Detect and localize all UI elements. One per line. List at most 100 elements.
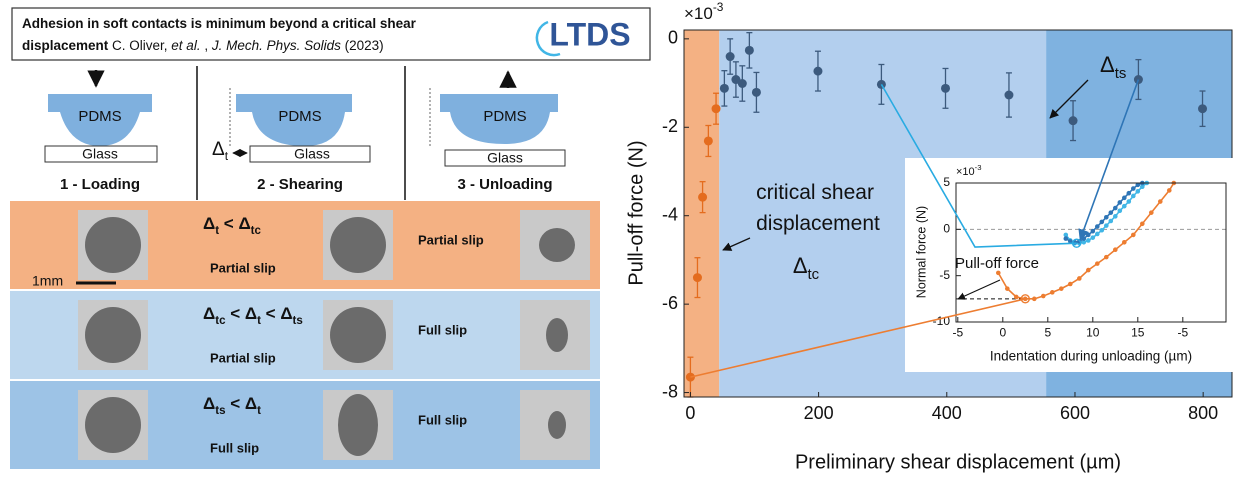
curve-point <box>1122 203 1127 209</box>
curve-point <box>1090 228 1096 234</box>
header-line-part: , <box>201 38 212 53</box>
inset-box <box>905 158 1233 372</box>
header-line-part: et al. <box>171 38 200 53</box>
column-label: 2 - Shearing <box>257 176 343 193</box>
y-tick-label: 0 <box>668 28 678 48</box>
annotation-sub: tc <box>808 266 820 283</box>
contact-area <box>330 307 386 363</box>
curve-point <box>1032 296 1037 302</box>
pdms-label: PDMS <box>78 108 121 125</box>
curve-point <box>1086 267 1091 273</box>
y-tick-label: 0 <box>943 222 950 236</box>
curve-point <box>1059 286 1064 291</box>
curve-point <box>1081 240 1087 245</box>
contact-area <box>546 318 568 352</box>
slip-label: Full slip <box>210 440 259 455</box>
x-tick-label: 600 <box>1060 403 1090 423</box>
link-line <box>690 298 1026 378</box>
y-axis-label: Normal force (N) <box>914 206 928 298</box>
logo: LTDS <box>549 16 630 52</box>
annotation: Δts <box>1100 52 1126 83</box>
curve-point <box>1095 231 1100 237</box>
condition-part: < <box>261 304 280 323</box>
curve-point <box>1068 239 1073 244</box>
y-multiplier-base: ×10 <box>684 4 713 23</box>
condition-part: Δ <box>245 394 257 413</box>
y-multiplier: ×10-3 <box>956 163 982 178</box>
curve-point <box>1135 189 1141 194</box>
glass-label: Glass <box>294 146 330 162</box>
curve-point <box>1077 276 1082 281</box>
header-line-part: displacement <box>22 38 109 53</box>
link-marker <box>1071 238 1082 248</box>
glass-label: Glass <box>487 150 523 166</box>
curve-point <box>1068 281 1073 287</box>
x-tick-label: 200 <box>804 403 834 423</box>
curve-point <box>1104 254 1109 260</box>
point <box>703 136 713 146</box>
slip-label: Partial slip <box>418 232 484 247</box>
condition-part: Δ <box>203 394 215 413</box>
x-tick-label: 0 <box>999 326 1006 340</box>
curve-point <box>1041 293 1046 299</box>
curve-point <box>1131 186 1136 191</box>
point <box>1004 90 1014 100</box>
curve-point <box>1050 290 1055 295</box>
slip-label: Full slip <box>418 322 467 337</box>
curve-point <box>1135 182 1141 188</box>
point <box>1068 116 1078 126</box>
header-line: displacement C. Oliver, et al. , J. Mech… <box>22 38 384 53</box>
curve-point <box>1113 205 1118 211</box>
header-line-part: (2023) <box>341 38 384 53</box>
curve-point <box>1122 240 1127 245</box>
curve-point <box>1158 199 1163 204</box>
shift-sub: t <box>225 149 229 163</box>
condition-sub: t <box>215 225 219 237</box>
contact-area <box>330 217 386 273</box>
curve-point <box>1140 221 1145 227</box>
curve-point <box>1131 232 1136 238</box>
point <box>698 192 708 202</box>
annotation-sub: ts <box>1115 65 1127 82</box>
y-multiplier-exp: -3 <box>713 0 724 14</box>
curve-point <box>1126 199 1132 204</box>
pdms-shape <box>440 94 558 144</box>
condition-part: Δ <box>203 304 215 323</box>
condition-part: Δ <box>245 304 257 323</box>
curve-point <box>1117 200 1123 205</box>
curve-point <box>1122 195 1127 201</box>
condition-sub: ts <box>215 405 225 417</box>
y-tick-label: -8 <box>662 381 678 401</box>
x-tick-label: -5 <box>952 326 963 340</box>
point <box>719 83 729 93</box>
glass-shape <box>444 149 566 167</box>
annotation-part: Δ <box>793 253 808 278</box>
point <box>1198 104 1208 114</box>
y-tick-label: -5 <box>939 268 950 282</box>
annotation: Pull-off force <box>955 255 1039 272</box>
curve-point <box>1140 184 1145 190</box>
x-tick-label: 800 <box>1188 403 1218 423</box>
header-line-part: J. Mech. Phys. Solids <box>211 38 341 53</box>
condition-part: < <box>219 214 238 233</box>
point <box>711 104 721 114</box>
point <box>751 87 761 97</box>
curve-point <box>996 270 1001 276</box>
point <box>813 66 823 76</box>
curve-point <box>1005 286 1010 291</box>
annotation-arrow <box>722 237 751 251</box>
contact-area <box>85 307 141 363</box>
glass-shape <box>249 145 371 163</box>
x-tick-label: 400 <box>932 403 962 423</box>
curve-point <box>1063 232 1069 238</box>
region <box>684 30 720 397</box>
point <box>744 45 754 55</box>
pdms-shape <box>48 94 152 146</box>
slip-label: Full slip <box>418 412 467 427</box>
slip-label: Partial slip <box>210 350 276 365</box>
point <box>941 83 951 93</box>
curve-point <box>1104 223 1109 228</box>
condition-part: Δ <box>238 214 250 233</box>
curve-point <box>1104 214 1109 220</box>
